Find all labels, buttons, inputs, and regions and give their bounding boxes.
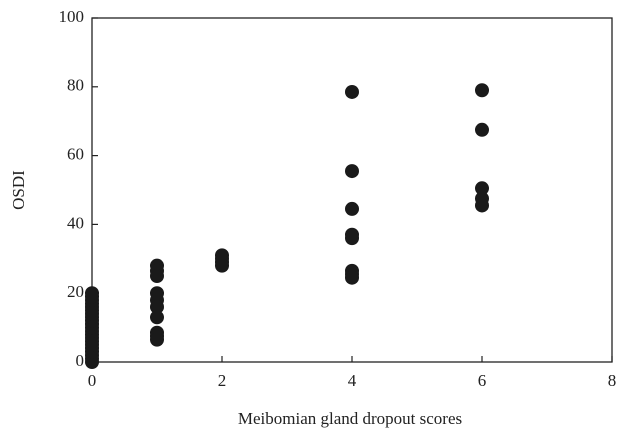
plot-frame <box>91 17 613 363</box>
point <box>345 164 359 179</box>
point <box>345 231 359 246</box>
point <box>345 270 359 285</box>
y-tick-label: 100 <box>59 7 85 26</box>
y-tick-label: 40 <box>67 213 84 232</box>
point <box>150 299 164 314</box>
point <box>345 201 359 216</box>
point <box>215 258 229 273</box>
y-tick-label: 80 <box>67 76 84 95</box>
x-tick-label: 6 <box>478 371 487 390</box>
y-tick-label: 60 <box>67 145 84 164</box>
point <box>475 181 489 196</box>
y-axis-label: OSDI <box>9 170 28 210</box>
x-tick-label: 0 <box>88 371 97 390</box>
y-tick-label: 0 <box>76 351 85 370</box>
point <box>150 332 164 347</box>
y-tick-label: 20 <box>67 282 84 301</box>
point <box>150 310 164 325</box>
point <box>475 122 489 137</box>
point <box>85 286 99 301</box>
point <box>150 269 164 283</box>
x-tick-label: 4 <box>348 371 357 390</box>
x-tick-label: 2 <box>218 371 227 390</box>
point <box>345 84 359 99</box>
point <box>475 198 489 213</box>
x-tick-label: 8 <box>608 371 617 390</box>
point <box>475 83 489 98</box>
x-axis-label: Meibomian gland dropout scores <box>238 409 462 428</box>
